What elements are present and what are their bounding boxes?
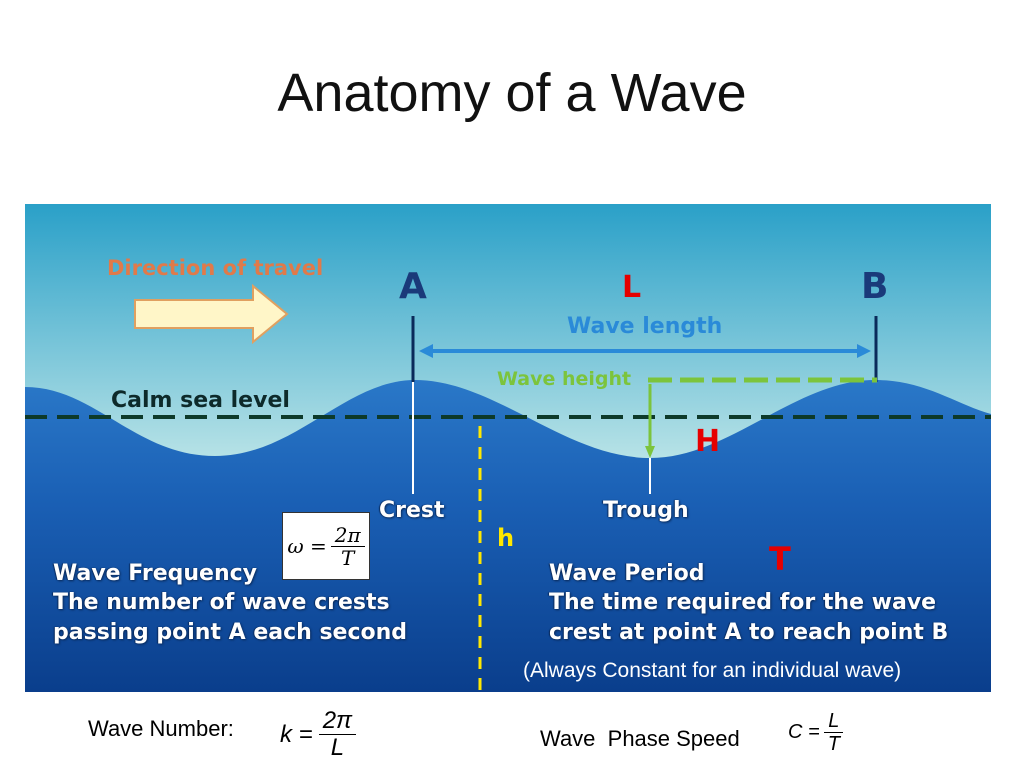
phase-speed-formula-lhs: C =	[788, 721, 820, 743]
wave-period-line2: crest at point A to reach point B	[549, 620, 949, 645]
wave-height-symbol: H	[695, 424, 721, 459]
direction-of-travel-label: Direction of travel	[107, 256, 324, 280]
wave-period-title: Wave Period	[549, 561, 705, 586]
wave-diagram: Direction of travel A B L Wave length Wa…	[25, 204, 991, 692]
wave-length-symbol: L	[622, 270, 642, 305]
frequency-denominator: T	[341, 545, 355, 570]
frequency-formula-lhs: ω =	[287, 534, 327, 558]
wave-diagram-graphic	[25, 204, 991, 692]
wave-number-fraction: 2π L	[318, 707, 357, 762]
wave-frequency-line2: passing point A each second	[53, 620, 408, 645]
sea-water	[25, 380, 991, 692]
point-a-label: A	[399, 266, 427, 307]
depth-symbol: h	[497, 524, 515, 552]
page-title: Anatomy of a Wave	[277, 63, 747, 123]
wave-height-arrowhead	[645, 446, 655, 458]
wave-height-label: Wave height	[497, 368, 632, 390]
direction-arrow	[134, 283, 289, 345]
frequency-numerator: 2π	[330, 524, 365, 547]
phase-speed-denominator: T	[827, 733, 840, 755]
period-symbol: T	[769, 540, 791, 578]
wave-frequency-title: Wave Frequency	[53, 561, 258, 586]
always-constant-note: (Always Constant for an individual wave)	[523, 659, 902, 682]
wave-frequency-line1: The number of wave crests	[53, 590, 390, 615]
phase-speed-formula: C = L T	[788, 710, 844, 755]
phase-speed-label: Wave Phase Speed	[540, 726, 740, 751]
wave-number-label: Wave Number:	[88, 716, 234, 741]
phase-speed-numerator: L	[824, 710, 844, 733]
frequency-formula: ω = 2π T	[282, 512, 370, 580]
wave-number-formula-lhs: k =	[280, 720, 313, 748]
wave-length-arrowhead-right	[857, 344, 871, 358]
frequency-fraction: 2π T	[330, 524, 365, 570]
wave-number-formula: k = 2π L	[280, 707, 357, 762]
trough-label: Trough	[603, 498, 689, 523]
wave-period-line1: The time required for the wave	[549, 590, 937, 615]
phase-speed-fraction: L T	[824, 710, 844, 755]
wave-length-arrowhead-left	[419, 344, 433, 358]
wave-number-numerator: 2π	[318, 707, 357, 736]
calm-sea-level-label: Calm sea level	[111, 388, 290, 413]
wave-number-denominator: L	[330, 734, 345, 762]
wave-length-label: Wave length	[567, 314, 723, 339]
crest-label: Crest	[379, 498, 445, 523]
point-b-label: B	[861, 266, 889, 307]
